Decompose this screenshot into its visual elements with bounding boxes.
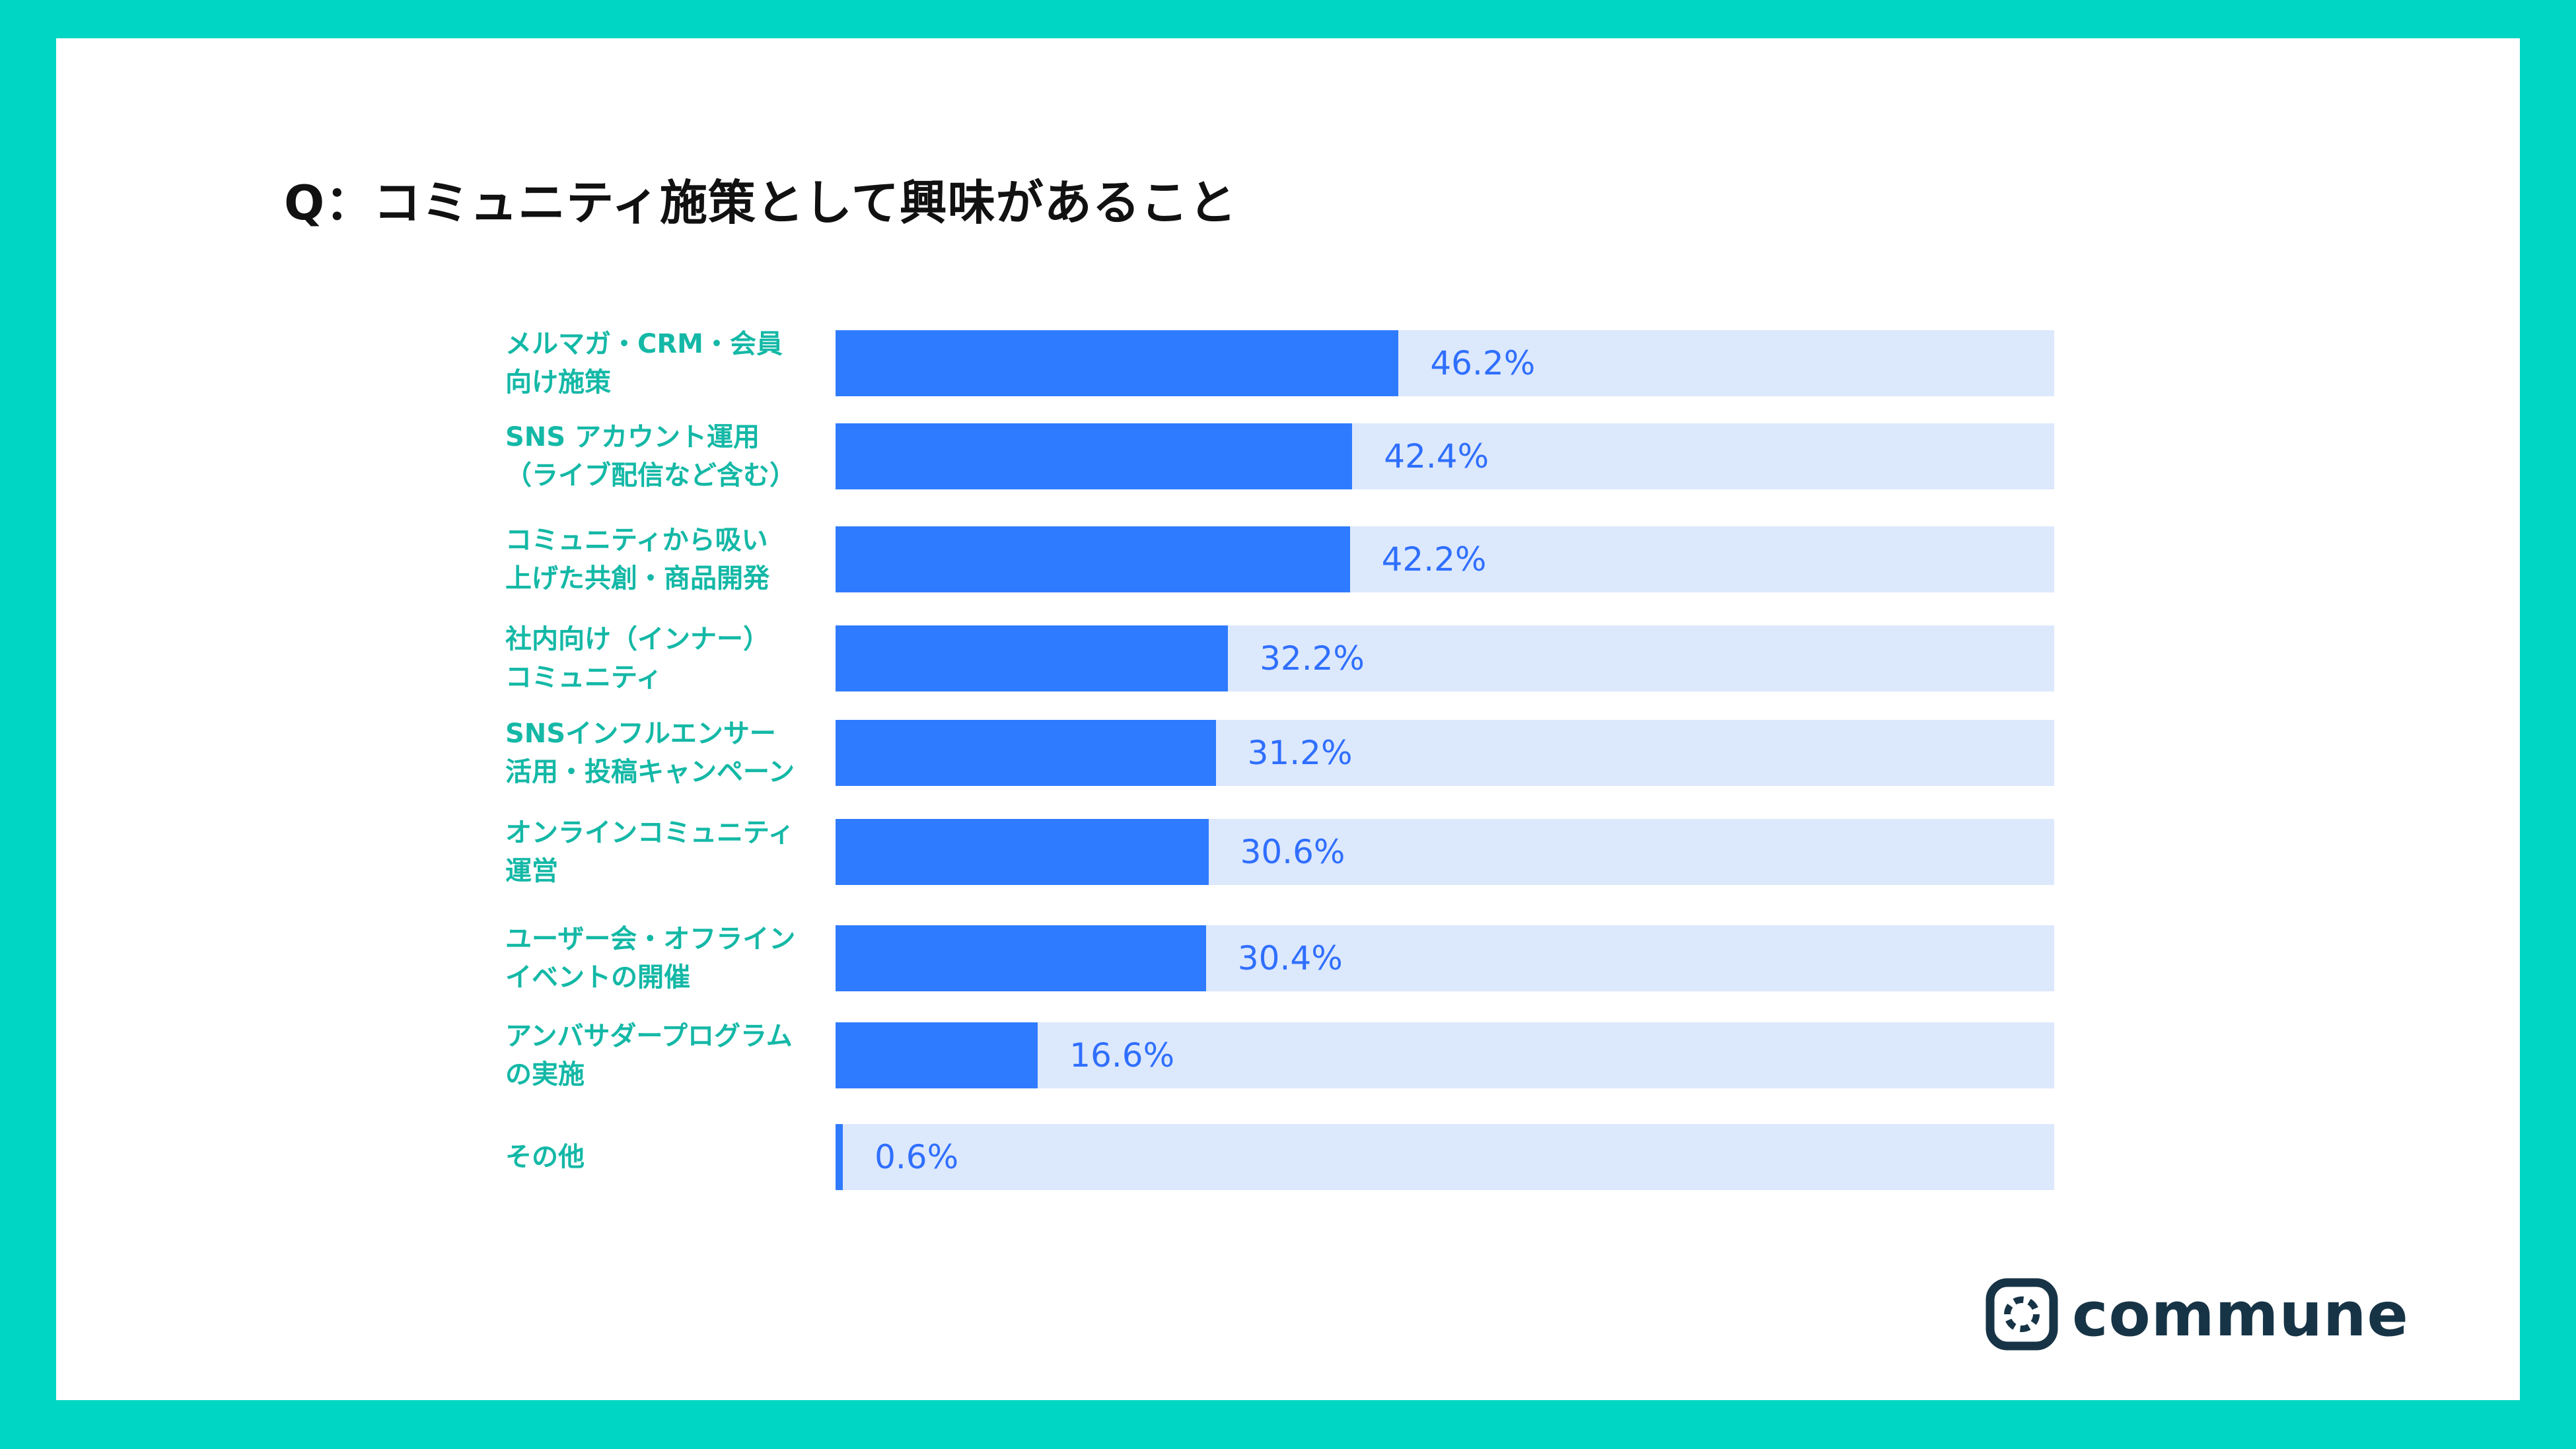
category-label: 社内向け（インナー） コミュニティ — [505, 624, 769, 693]
bar-track: 46.2% — [836, 330, 2054, 396]
chart-title: Q：コミュニティ施策として興味があること — [284, 175, 1237, 230]
bar-track: 30.6% — [836, 819, 2054, 885]
commune-logo-icon — [1986, 1278, 2058, 1351]
value-label: 30.6% — [1240, 833, 1345, 871]
bar — [836, 423, 1353, 489]
bar-track: 31.2% — [836, 720, 2054, 786]
category-label: SNSインフルエンサー 活用・投稿キャンペーン — [505, 719, 795, 787]
value-label: 42.2% — [1381, 540, 1487, 579]
brand-name: commune — [2072, 1279, 2409, 1350]
bar-track: 0.6% — [836, 1124, 2054, 1190]
value-label: 42.4% — [1384, 437, 1489, 476]
bar — [836, 1124, 843, 1190]
category-label: オンラインコミュニティ 運営 — [505, 818, 795, 886]
bar — [836, 625, 1229, 691]
bar — [836, 925, 1206, 991]
bar-track: 32.2% — [836, 625, 2054, 691]
horizontal-bar-chart: メルマガ・CRM・会員 向け施策 46.2% SNS アカウント運用 （ライブ配信な… — [56, 38, 2520, 1400]
bar-track: 42.2% — [836, 526, 2054, 592]
value-label: 0.6% — [875, 1138, 959, 1176]
value-label: 30.4% — [1237, 939, 1343, 977]
commune-logo: commune — [1985, 1275, 2409, 1354]
bar — [836, 819, 1209, 885]
bar-track: 42.4% — [836, 423, 2054, 489]
category-label: メルマガ・CRM・会員 向け施策 — [505, 329, 783, 398]
category-label: SNS アカウント運用 （ライブ配信など含む） — [505, 422, 796, 491]
bar — [836, 1022, 1038, 1088]
value-label: 32.2% — [1260, 639, 1365, 678]
value-label: 16.6% — [1069, 1036, 1175, 1075]
category-label: その他 — [505, 1142, 585, 1172]
bar — [836, 720, 1216, 786]
bar-track: 16.6% — [836, 1022, 2054, 1088]
bar-track: 30.4% — [836, 925, 2054, 991]
bar — [836, 526, 1350, 592]
category-label: ユーザー会・オフライン イベントの開催 — [505, 924, 796, 993]
slide-frame: Q：コミュニティ施策として興味があること メルマガ・CRM・会員 向け施策 46.… — [56, 38, 2520, 1400]
value-label: 46.2% — [1430, 344, 1536, 382]
value-label: 31.2% — [1247, 734, 1353, 772]
bar — [836, 330, 1399, 396]
category-label: コミュニティから吸い 上げた共創・商品開発 — [505, 525, 769, 594]
category-label: アンバサダープログラム の実施 — [505, 1021, 793, 1090]
